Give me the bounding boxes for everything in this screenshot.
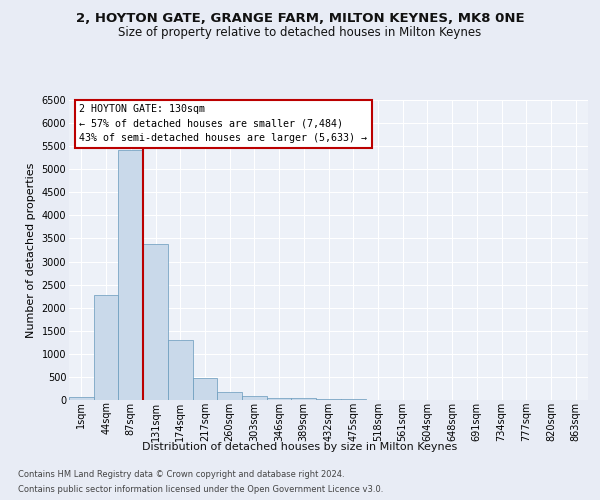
Text: Contains public sector information licensed under the Open Government Licence v3: Contains public sector information licen… — [18, 485, 383, 494]
Bar — [94, 295, 118, 400]
Text: 2, HOYTON GATE, GRANGE FARM, MILTON KEYNES, MK8 0NE: 2, HOYTON GATE, GRANGE FARM, MILTON KEYN… — [76, 12, 524, 26]
Bar — [316, 399, 341, 400]
Bar — [69, 396, 94, 400]
Bar — [143, 244, 168, 400]
Bar — [217, 392, 242, 400]
Bar — [292, 398, 316, 400]
Bar — [168, 340, 193, 400]
Bar — [193, 378, 217, 400]
Text: Contains HM Land Registry data © Crown copyright and database right 2024.: Contains HM Land Registry data © Crown c… — [18, 470, 344, 479]
Text: Distribution of detached houses by size in Milton Keynes: Distribution of detached houses by size … — [142, 442, 458, 452]
Text: Size of property relative to detached houses in Milton Keynes: Size of property relative to detached ho… — [118, 26, 482, 39]
Y-axis label: Number of detached properties: Number of detached properties — [26, 162, 36, 338]
Bar — [118, 150, 143, 400]
Bar — [242, 396, 267, 400]
Bar — [267, 398, 292, 400]
Text: 2 HOYTON GATE: 130sqm
← 57% of detached houses are smaller (7,484)
43% of semi-d: 2 HOYTON GATE: 130sqm ← 57% of detached … — [79, 104, 367, 144]
